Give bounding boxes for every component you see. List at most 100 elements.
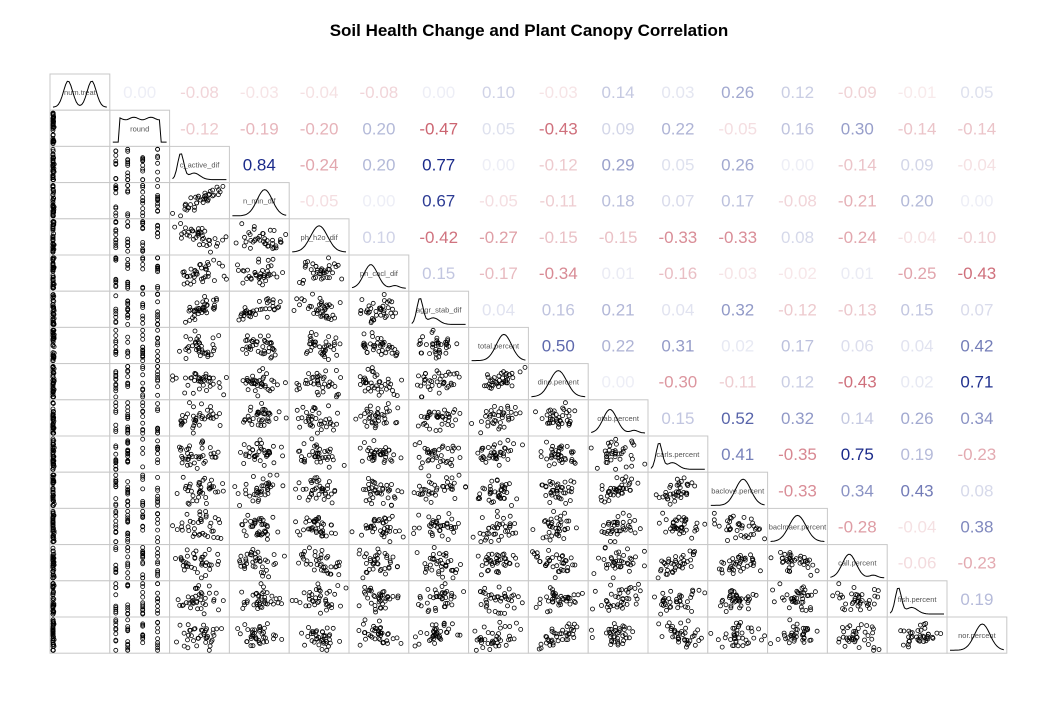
scatter-point — [319, 351, 325, 357]
scatter-point — [50, 244, 56, 250]
scatter-point — [113, 293, 119, 299]
scatter-point — [50, 118, 56, 123]
scatter-point — [363, 309, 369, 315]
density-curve — [650, 442, 705, 470]
correlation-value: -0.27 — [479, 228, 518, 247]
scatter-point — [558, 446, 564, 452]
scatter-point — [369, 478, 375, 484]
scatter-point — [388, 381, 394, 387]
scatter-point — [368, 388, 374, 394]
scatter-point — [262, 492, 268, 498]
scatter-point — [266, 345, 272, 351]
scatter-point — [260, 344, 266, 350]
scatter-point — [247, 407, 253, 413]
correlation-value: 0.02 — [721, 337, 754, 356]
scatter-point — [385, 401, 391, 407]
scatter-point — [113, 176, 119, 182]
scatter-point — [371, 317, 377, 323]
scatter-point — [216, 333, 222, 339]
scatter-point — [180, 413, 185, 418]
variable-label: otab.percent — [597, 414, 640, 423]
scatter-point — [50, 316, 56, 322]
scatter-point — [125, 219, 131, 225]
scatter-point — [220, 183, 226, 189]
scatter-panel — [109, 507, 171, 546]
scatter-point — [155, 299, 161, 305]
scatter-point — [113, 381, 119, 387]
scatter-point — [140, 344, 146, 350]
scatter-point — [51, 350, 57, 356]
scatter-point — [208, 404, 214, 410]
scatter-point — [520, 442, 525, 448]
scatter-point — [370, 347, 376, 353]
scatter-point — [303, 350, 309, 356]
scatter-point — [183, 347, 189, 352]
scatter-point — [194, 306, 200, 312]
scatter-point — [155, 353, 161, 359]
scatter-point — [223, 276, 229, 282]
scatter-point — [381, 298, 387, 304]
correlation-value: -0.05 — [479, 192, 518, 211]
scatter-point — [432, 349, 438, 355]
scatter-point — [309, 436, 315, 442]
correlation-value: 0.26 — [721, 83, 754, 102]
scatter-point — [190, 228, 196, 234]
scatter-point — [300, 280, 306, 286]
scatter-point — [155, 348, 161, 354]
scatter-point — [196, 489, 202, 495]
scatter-point — [316, 491, 322, 497]
scatter-point — [200, 477, 206, 483]
scatter-point — [125, 261, 131, 267]
scatter-point — [125, 248, 131, 254]
scatter-point — [214, 243, 220, 249]
scatter-point — [631, 442, 637, 448]
scatter-point — [196, 376, 201, 382]
scatter-point — [170, 210, 176, 216]
scatter-point — [140, 291, 146, 297]
correlation-value: -0.08 — [360, 83, 399, 102]
scatter-panel — [49, 363, 111, 401]
scatter-point — [604, 451, 609, 457]
scatter-point — [445, 446, 451, 451]
scatter-point — [506, 415, 512, 421]
scatter-point — [140, 387, 146, 393]
scatter-point — [425, 384, 431, 390]
scatter-point — [422, 377, 428, 383]
scatter-point — [332, 487, 338, 493]
scatter-point — [319, 266, 325, 272]
scatter-point — [184, 462, 190, 468]
scatter-point — [383, 405, 389, 411]
scatter-point — [301, 441, 307, 447]
scatter-point — [240, 378, 246, 384]
scatter-point — [180, 269, 186, 275]
correlation-value: -0.03 — [240, 83, 279, 102]
scatter-point — [325, 357, 331, 362]
scatter-point — [50, 200, 56, 206]
scatter-point — [194, 465, 200, 471]
scatter-point — [188, 202, 193, 208]
scatter-point — [448, 380, 454, 386]
scatter-point — [333, 264, 339, 270]
correlation-value: -0.23 — [958, 445, 997, 464]
scatter-panel — [169, 399, 230, 437]
scatter-point — [318, 418, 324, 424]
scatter-point — [113, 148, 119, 154]
correlation-value: -0.17 — [479, 264, 518, 283]
scatter-point — [193, 347, 199, 353]
scatter-point — [393, 310, 399, 316]
scatter-point — [506, 372, 512, 378]
correlation-value: -0.19 — [240, 119, 279, 138]
scatter-point — [566, 413, 572, 419]
scatter-point — [488, 450, 494, 456]
scatter-panel — [109, 544, 171, 582]
scatter-point — [113, 443, 119, 449]
scatter-point — [191, 207, 197, 213]
scatter-point — [498, 450, 504, 456]
correlation-value: 0.77 — [422, 156, 455, 175]
correlation-value: -0.13 — [838, 300, 877, 319]
scatter-point — [216, 260, 222, 266]
scatter-point — [450, 409, 456, 415]
correlation-value: -0.33 — [718, 228, 757, 247]
scatter-panel — [49, 109, 111, 147]
scatter-panel — [169, 616, 230, 654]
